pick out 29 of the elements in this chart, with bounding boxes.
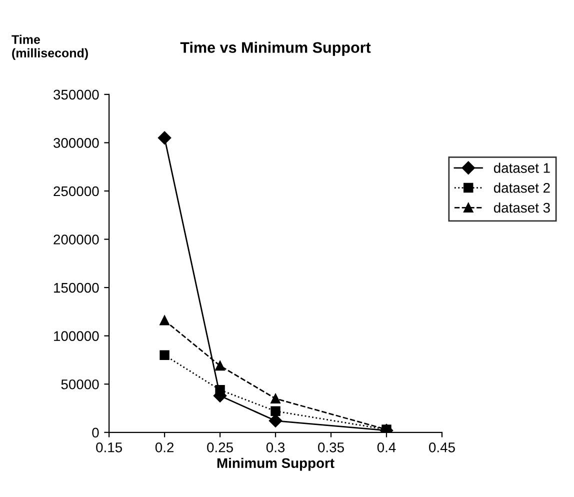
point — [215, 385, 225, 395]
x-tick-label: 0.3 — [266, 442, 285, 452]
y-tick-label: 200000 — [54, 234, 99, 244]
point — [160, 316, 170, 326]
legend-label: dataset 2 — [494, 182, 550, 193]
chart-title: Time vs Minimum Support — [180, 42, 371, 56]
y-tick-label: 0 — [92, 428, 99, 438]
y-tick-label: 150000 — [54, 282, 99, 293]
x-axis-title: Minimum Support — [217, 458, 334, 471]
y-tick-label: 100000 — [54, 331, 99, 341]
x-tick-label: 0.15 — [96, 442, 122, 452]
y-tick-label: 300000 — [54, 138, 99, 148]
legend-label: dataset 3 — [494, 202, 550, 213]
x-tick-label: 0.25 — [207, 442, 233, 452]
point — [215, 360, 225, 371]
x-tick-label: 0.4 — [377, 442, 396, 452]
x-tick-label: 0.2 — [155, 442, 174, 452]
y-axis-title: Time (millisecond) — [12, 34, 88, 60]
point — [268, 414, 282, 428]
y-tick-label: 350000 — [54, 90, 99, 100]
legend-label: dataset 1 — [494, 162, 550, 173]
x-tick-label: 0.45 — [429, 442, 455, 452]
point — [158, 131, 172, 144]
x-tick-label: 0.35 — [318, 442, 344, 452]
y-tick-label: 50000 — [61, 379, 99, 390]
y-tick-label: 250000 — [54, 186, 99, 196]
point — [270, 406, 280, 416]
point — [160, 350, 170, 360]
point — [270, 394, 280, 404]
